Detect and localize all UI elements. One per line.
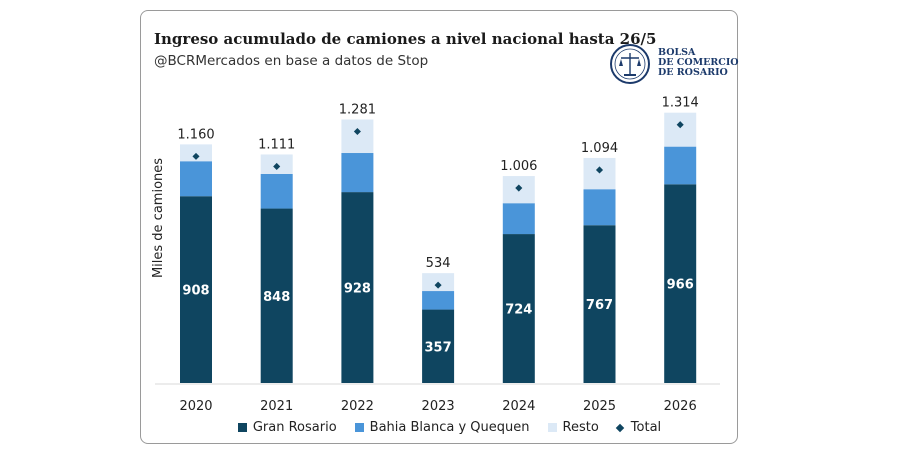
logo-text-line3: DE ROSARIO (658, 67, 728, 78)
x-tick-label-2024: 2024 (502, 399, 535, 414)
legend-label-total: Total (630, 420, 662, 435)
x-tick-label-2023: 2023 (422, 399, 455, 414)
legend-diamond-total-icon (615, 423, 625, 432)
total-marker-2026 (676, 121, 684, 129)
logo-text-line2: DE COMERCIO (658, 57, 739, 68)
total-marker-2022 (353, 127, 361, 136)
bar-gran-rosario-2022 (341, 192, 374, 383)
legend-swatch-resto (547, 423, 557, 432)
total-label-2021: 1.111 (258, 137, 295, 152)
x-tick-label-2022: 2022 (341, 399, 374, 414)
bar-gran-rosario-2024 (502, 234, 535, 383)
bar-bahia-blanca-y-quequen-2020 (180, 161, 212, 197)
bar-value-label-2025: 767 (586, 298, 613, 313)
bar-gran-rosario-2023 (422, 309, 455, 383)
bar-value-label-2026: 966 (667, 278, 694, 293)
bar-resto-2026 (664, 112, 697, 147)
total-marker-2023 (434, 281, 442, 289)
total-marker-2025 (595, 166, 604, 174)
bar-bahia-blanca-y-quequen-2023 (422, 291, 455, 310)
chart-legend: Gran Rosario Bahia Blanca y Quequen Rest… (0, 420, 899, 435)
total-marker-2024 (515, 184, 523, 192)
y-axis-label: Miles de camiones (151, 158, 166, 278)
total-label-2020: 1.160 (177, 127, 214, 142)
legend-swatch-bahia-blanca (354, 423, 364, 432)
bar-resto-2025 (583, 157, 616, 190)
bar-value-label-2021: 848 (263, 290, 290, 305)
legend-swatch-gran-rosario (237, 423, 247, 432)
total-label-2026: 1.314 (662, 96, 699, 111)
bar-resto-2022 (341, 119, 374, 154)
bar-bahia-blanca-y-quequen-2022 (341, 153, 374, 193)
x-tick-label-2026: 2026 (664, 399, 697, 414)
bar-bahia-blanca-y-quequen-2024 (502, 203, 535, 235)
bar-gran-rosario-2026 (664, 184, 697, 383)
bar-value-label-2022: 928 (344, 282, 371, 297)
bar-bahia-blanca-y-quequen-2026 (664, 146, 697, 185)
legend-item-total: Total (615, 420, 662, 435)
logo-text-line1: BOLSA (658, 47, 696, 58)
bar-bahia-blanca-y-quequen-2025 (583, 189, 616, 226)
bar-gran-rosario-2025 (583, 225, 616, 383)
legend-label-resto: Resto (562, 420, 599, 435)
chart-subtitle: @BCRMercados en base a datos de Stop (154, 53, 429, 69)
total-label-2023: 534 (426, 256, 451, 271)
bar-gran-rosario-2021 (260, 208, 293, 383)
bar-value-label-2020: 908 (182, 284, 209, 299)
bcr-logo-icon (610, 44, 650, 84)
legend-item-bahia-blanca: Bahia Blanca y Quequen (354, 420, 530, 435)
bar-bahia-blanca-y-quequen-2021 (260, 173, 293, 209)
chart-title: Ingreso acumulado de camiones a nivel na… (154, 30, 657, 48)
total-marker-2021 (273, 162, 281, 170)
bar-value-label-2023: 357 (425, 340, 452, 355)
total-marker-2020 (192, 152, 200, 160)
total-label-2024: 1.006 (500, 159, 537, 174)
bar-value-label-2024: 724 (505, 303, 532, 318)
x-tick-label-2025: 2025 (583, 399, 616, 414)
total-label-2025: 1.094 (581, 141, 618, 156)
legend-label-gran-rosario: Gran Rosario (252, 420, 337, 435)
x-tick-label-2021: 2021 (260, 399, 293, 414)
bar-resto-2020 (180, 144, 212, 162)
legend-item-resto: Resto (547, 420, 599, 435)
x-tick-label-2020: 2020 (179, 399, 212, 414)
bar-gran-rosario-2020 (180, 196, 212, 383)
legend-label-bahia-blanca: Bahia Blanca y Quequen (369, 420, 530, 435)
legend-item-gran-rosario: Gran Rosario (237, 420, 337, 435)
total-label-2022: 1.281 (339, 102, 376, 117)
